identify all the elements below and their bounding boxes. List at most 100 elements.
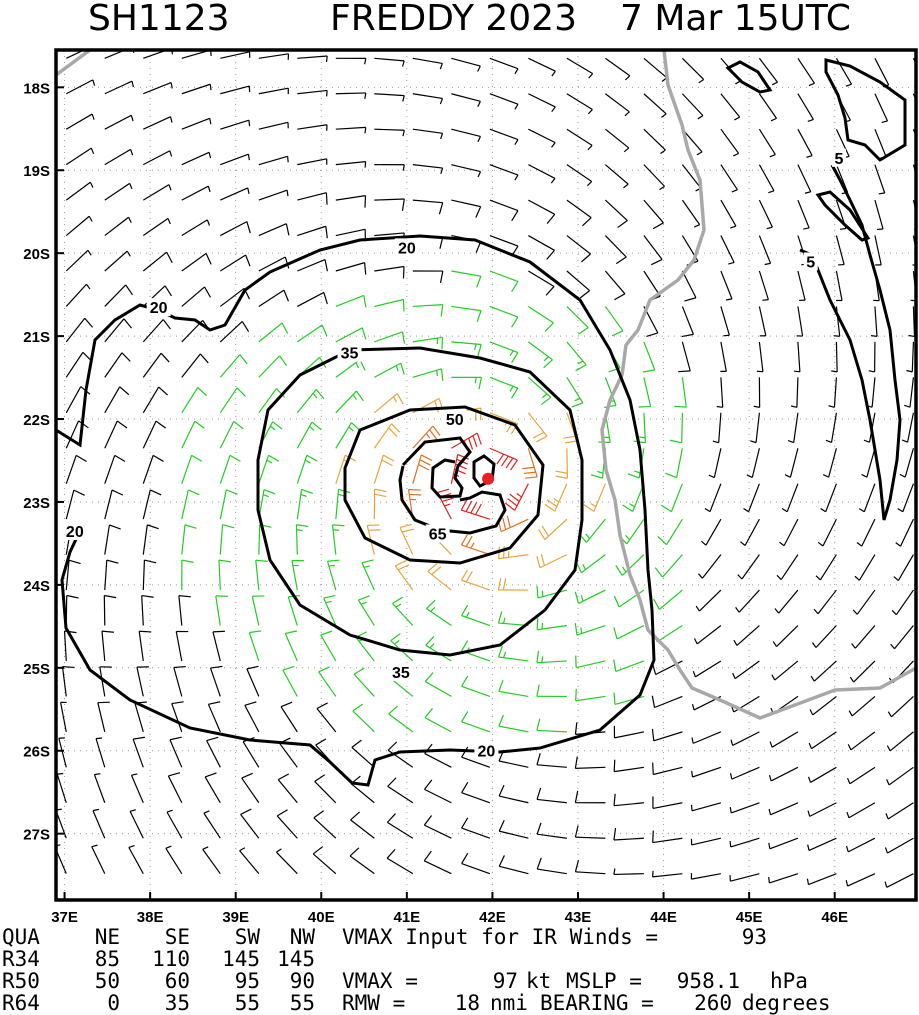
wind-barb bbox=[855, 555, 875, 581]
wind-barb bbox=[220, 455, 240, 483]
bearing-label: BEARING = bbox=[540, 992, 654, 1014]
wind-barb bbox=[584, 484, 605, 512]
wind-barb bbox=[652, 729, 682, 741]
cell-nw: 55 bbox=[265, 992, 315, 1014]
wind-barb bbox=[537, 618, 567, 630]
wind-barb bbox=[182, 421, 205, 448]
wind-barb bbox=[242, 773, 259, 802]
wind-barb bbox=[105, 149, 133, 164]
wind-barb bbox=[105, 319, 132, 342]
contour-label: 35 bbox=[338, 344, 362, 363]
wind-barb bbox=[105, 217, 131, 235]
header-se: SE bbox=[140, 926, 190, 948]
wind-barb bbox=[885, 874, 913, 888]
isotachs bbox=[56, 60, 905, 785]
wind-barb bbox=[779, 519, 798, 546]
contour-label: 5 bbox=[804, 252, 818, 271]
wind-barb bbox=[576, 689, 606, 701]
y-tick-label: 19S bbox=[23, 163, 50, 180]
wind-barb bbox=[721, 129, 739, 156]
wind-barb bbox=[731, 767, 760, 779]
wind-barb bbox=[249, 631, 261, 661]
contour-label: 20 bbox=[395, 238, 419, 257]
wind-barb bbox=[575, 825, 605, 838]
wind-barb bbox=[730, 874, 759, 881]
wind-barb bbox=[297, 325, 327, 342]
wind-barb bbox=[528, 342, 552, 368]
contour-label-text: 5 bbox=[806, 254, 815, 271]
wind-barb bbox=[537, 753, 567, 767]
wind-barb bbox=[682, 94, 703, 119]
wind-barb bbox=[670, 413, 682, 443]
wind-barb bbox=[425, 744, 452, 767]
contour-label-text: 50 bbox=[446, 412, 464, 429]
wind-barb bbox=[736, 590, 760, 612]
wind-barb bbox=[740, 519, 759, 545]
header-ne: NE bbox=[70, 926, 120, 948]
wind-barb bbox=[451, 377, 481, 389]
wind-barb bbox=[400, 525, 414, 555]
cell-se: 110 bbox=[140, 948, 190, 970]
wind-barb bbox=[798, 129, 812, 157]
wind-barb bbox=[528, 200, 554, 223]
wind-barb bbox=[605, 306, 623, 335]
wind-barb bbox=[143, 320, 170, 342]
wind-barb bbox=[614, 726, 643, 738]
wind-barb bbox=[539, 519, 567, 539]
wind-barb bbox=[731, 732, 759, 746]
wind-barb bbox=[220, 490, 237, 519]
wind-barb bbox=[216, 596, 228, 626]
wind-barb bbox=[709, 448, 721, 477]
wind-barb bbox=[644, 236, 662, 265]
wind-barb bbox=[528, 165, 555, 183]
wind-barb bbox=[461, 535, 489, 555]
wind-barb bbox=[769, 803, 798, 815]
wind-barb bbox=[809, 767, 837, 782]
wind-barb bbox=[490, 58, 518, 74]
x-tick-label: 43E bbox=[565, 909, 592, 926]
wind-barb bbox=[220, 52, 249, 58]
wind-barb bbox=[605, 200, 627, 227]
wind-barb bbox=[807, 874, 836, 885]
wind-barb bbox=[353, 704, 374, 732]
wind-barb bbox=[259, 323, 288, 342]
table-row-r34: R34 85 110 145 145 bbox=[0, 948, 919, 970]
wind-barb bbox=[797, 306, 803, 336]
wind-barb bbox=[906, 342, 913, 372]
wind-barb bbox=[696, 590, 721, 611]
wind-barb bbox=[283, 666, 297, 696]
wind-barb bbox=[614, 660, 644, 672]
wind-barb bbox=[490, 271, 518, 292]
wind-barb bbox=[871, 306, 877, 336]
wind-barb bbox=[105, 490, 123, 519]
wind-barb bbox=[336, 93, 366, 99]
wind-barb bbox=[653, 763, 683, 775]
wind-barb bbox=[61, 702, 67, 731]
wind-barb bbox=[545, 484, 567, 511]
wind-barb bbox=[424, 816, 451, 839]
wind-barb bbox=[692, 732, 721, 744]
wind-barb bbox=[105, 455, 125, 483]
cell-sw: 55 bbox=[210, 992, 260, 1014]
wind-barb bbox=[259, 389, 285, 413]
y-tick-label: 25S bbox=[23, 661, 50, 678]
y-tick-label: 18S bbox=[23, 80, 50, 97]
wind-barb bbox=[285, 631, 297, 661]
wind-barb bbox=[374, 300, 404, 312]
contour-label: 35 bbox=[389, 663, 413, 682]
wind-barb bbox=[528, 413, 547, 442]
wind-barb bbox=[143, 387, 167, 413]
wind-barb bbox=[575, 590, 605, 603]
wind-barb bbox=[62, 667, 74, 697]
cell-se: 35 bbox=[140, 992, 190, 1014]
bearing-unit: degrees bbox=[742, 992, 831, 1014]
wind-barb bbox=[674, 377, 686, 407]
wind-barb bbox=[66, 216, 92, 235]
wind-barb bbox=[66, 596, 78, 626]
wind-barb bbox=[425, 708, 451, 732]
wind-barb bbox=[207, 737, 221, 767]
wind-barb bbox=[129, 846, 143, 874]
wind-barb bbox=[848, 767, 875, 783]
wind-barb bbox=[849, 696, 875, 716]
